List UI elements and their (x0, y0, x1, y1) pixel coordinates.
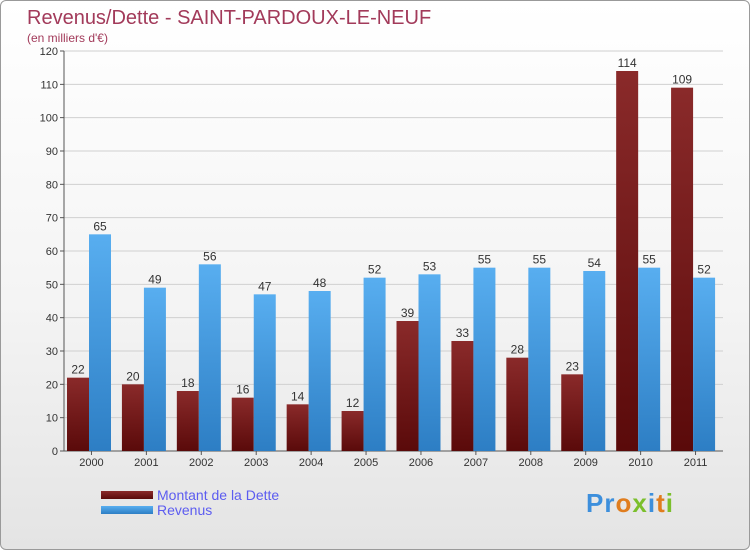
bar-revenus (583, 271, 606, 451)
data-label: 55 (642, 253, 656, 267)
legend-label-dette: Montant de la Dette (157, 486, 280, 503)
data-label: 22 (71, 363, 85, 377)
legend-swatch-revenus (101, 505, 153, 514)
data-label: 52 (368, 263, 382, 277)
data-label: 47 (258, 279, 272, 293)
data-label: 39 (401, 306, 415, 320)
bar-dette (231, 397, 254, 451)
chart-subtitle: (en milliers d'€) (27, 31, 108, 45)
x-tick-label: 2001 (134, 457, 158, 469)
y-tick-label: 70 (46, 213, 58, 225)
labels: 22 65 20 49 18 56 16 47 14 48 12 52 39 53 33 55 28 55 23 54… (71, 56, 711, 410)
bar-revenus (363, 277, 386, 451)
data-label: 109 (672, 73, 692, 87)
data-label: 53 (423, 259, 437, 273)
bar-dette (286, 404, 309, 451)
bar-revenus (89, 234, 111, 451)
bar-dette (561, 374, 584, 451)
legend-item-revenus: Revenus (101, 501, 279, 518)
y-tick-label: 50 (46, 279, 58, 291)
data-label: 14 (291, 389, 305, 403)
bar-revenus (198, 264, 221, 451)
x-tick-label: 2004 (299, 457, 323, 469)
bar-dette (616, 71, 639, 451)
x-tick-label: 2005 (354, 457, 378, 469)
x-tick-label: 2011 (684, 457, 708, 469)
y-tick-label: 90 (46, 146, 58, 158)
data-label: 18 (181, 376, 195, 390)
bar-dette (176, 391, 199, 451)
x-tick-label: 2008 (519, 457, 543, 469)
data-label: 55 (478, 253, 492, 267)
data-label: 33 (456, 326, 470, 340)
grid-lines (64, 50, 723, 452)
proxiti-logo: Proxiti (586, 488, 674, 518)
data-label: 12 (346, 396, 360, 410)
legend-label-revenus: Revenus (157, 501, 213, 518)
bars (67, 71, 716, 452)
chart-title: Revenus/Dette - SAINT-PARDOUX-LE-NEUF (27, 7, 432, 29)
data-label: 20 (126, 369, 140, 383)
y-tick-label: 120 (40, 46, 58, 58)
bar-dette (67, 377, 89, 451)
data-label: 56 (203, 249, 217, 263)
y-tick-label: 80 (46, 179, 58, 191)
bar-revenus (308, 291, 331, 451)
x-tick-label: 2002 (189, 457, 213, 469)
bar-dette (451, 341, 474, 451)
data-label: 54 (588, 256, 602, 270)
bar-revenus (473, 267, 496, 451)
bar-dette (396, 321, 419, 451)
x-tick-label: 2010 (628, 457, 652, 469)
bar-revenus (638, 267, 661, 451)
y-tick-label: 40 (46, 313, 58, 325)
x-tick-label: 2000 (79, 457, 103, 469)
bar-dette (506, 357, 529, 451)
bar-dette (341, 411, 364, 451)
legend-item-dette: Montant de la Dette (101, 486, 280, 503)
x-tick-label: 2006 (409, 457, 433, 469)
bar-dette (671, 87, 694, 452)
y-tick-label: 30 (46, 346, 58, 358)
data-label: 48 (313, 276, 327, 290)
legend-swatch-dette (101, 490, 153, 499)
bar-dette (121, 384, 144, 451)
y-tick-label: 60 (46, 246, 58, 258)
data-label: 114 (618, 56, 637, 70)
axes: 0 10 20 30 40 50 60 70 80 90 100 110 120 2000 2001 2002… (40, 46, 723, 469)
y-tick-label: 10 (46, 413, 58, 425)
data-label: 16 (236, 383, 250, 397)
bar-revenus (143, 287, 166, 451)
legend: Montant de la Dette Revenus (101, 486, 280, 518)
y-tick-label: 20 (46, 379, 58, 391)
y-tick-label: 100 (40, 113, 58, 125)
data-label: 23 (566, 359, 580, 373)
data-label: 65 (93, 219, 107, 233)
y-tick-label: 0 (52, 446, 58, 458)
y-tick-label: 110 (40, 79, 58, 91)
data-label: 49 (148, 273, 162, 287)
x-tick-label: 2003 (244, 457, 268, 469)
bar-revenus (253, 294, 276, 451)
data-label: 28 (511, 343, 525, 357)
data-label: 55 (533, 253, 547, 267)
bar-revenus (528, 267, 551, 451)
bar-revenus (418, 274, 441, 451)
x-tick-label: 2009 (573, 457, 597, 469)
bar-revenus (693, 277, 716, 451)
x-tick-label: 2007 (464, 457, 488, 469)
data-label: 52 (697, 263, 711, 277)
